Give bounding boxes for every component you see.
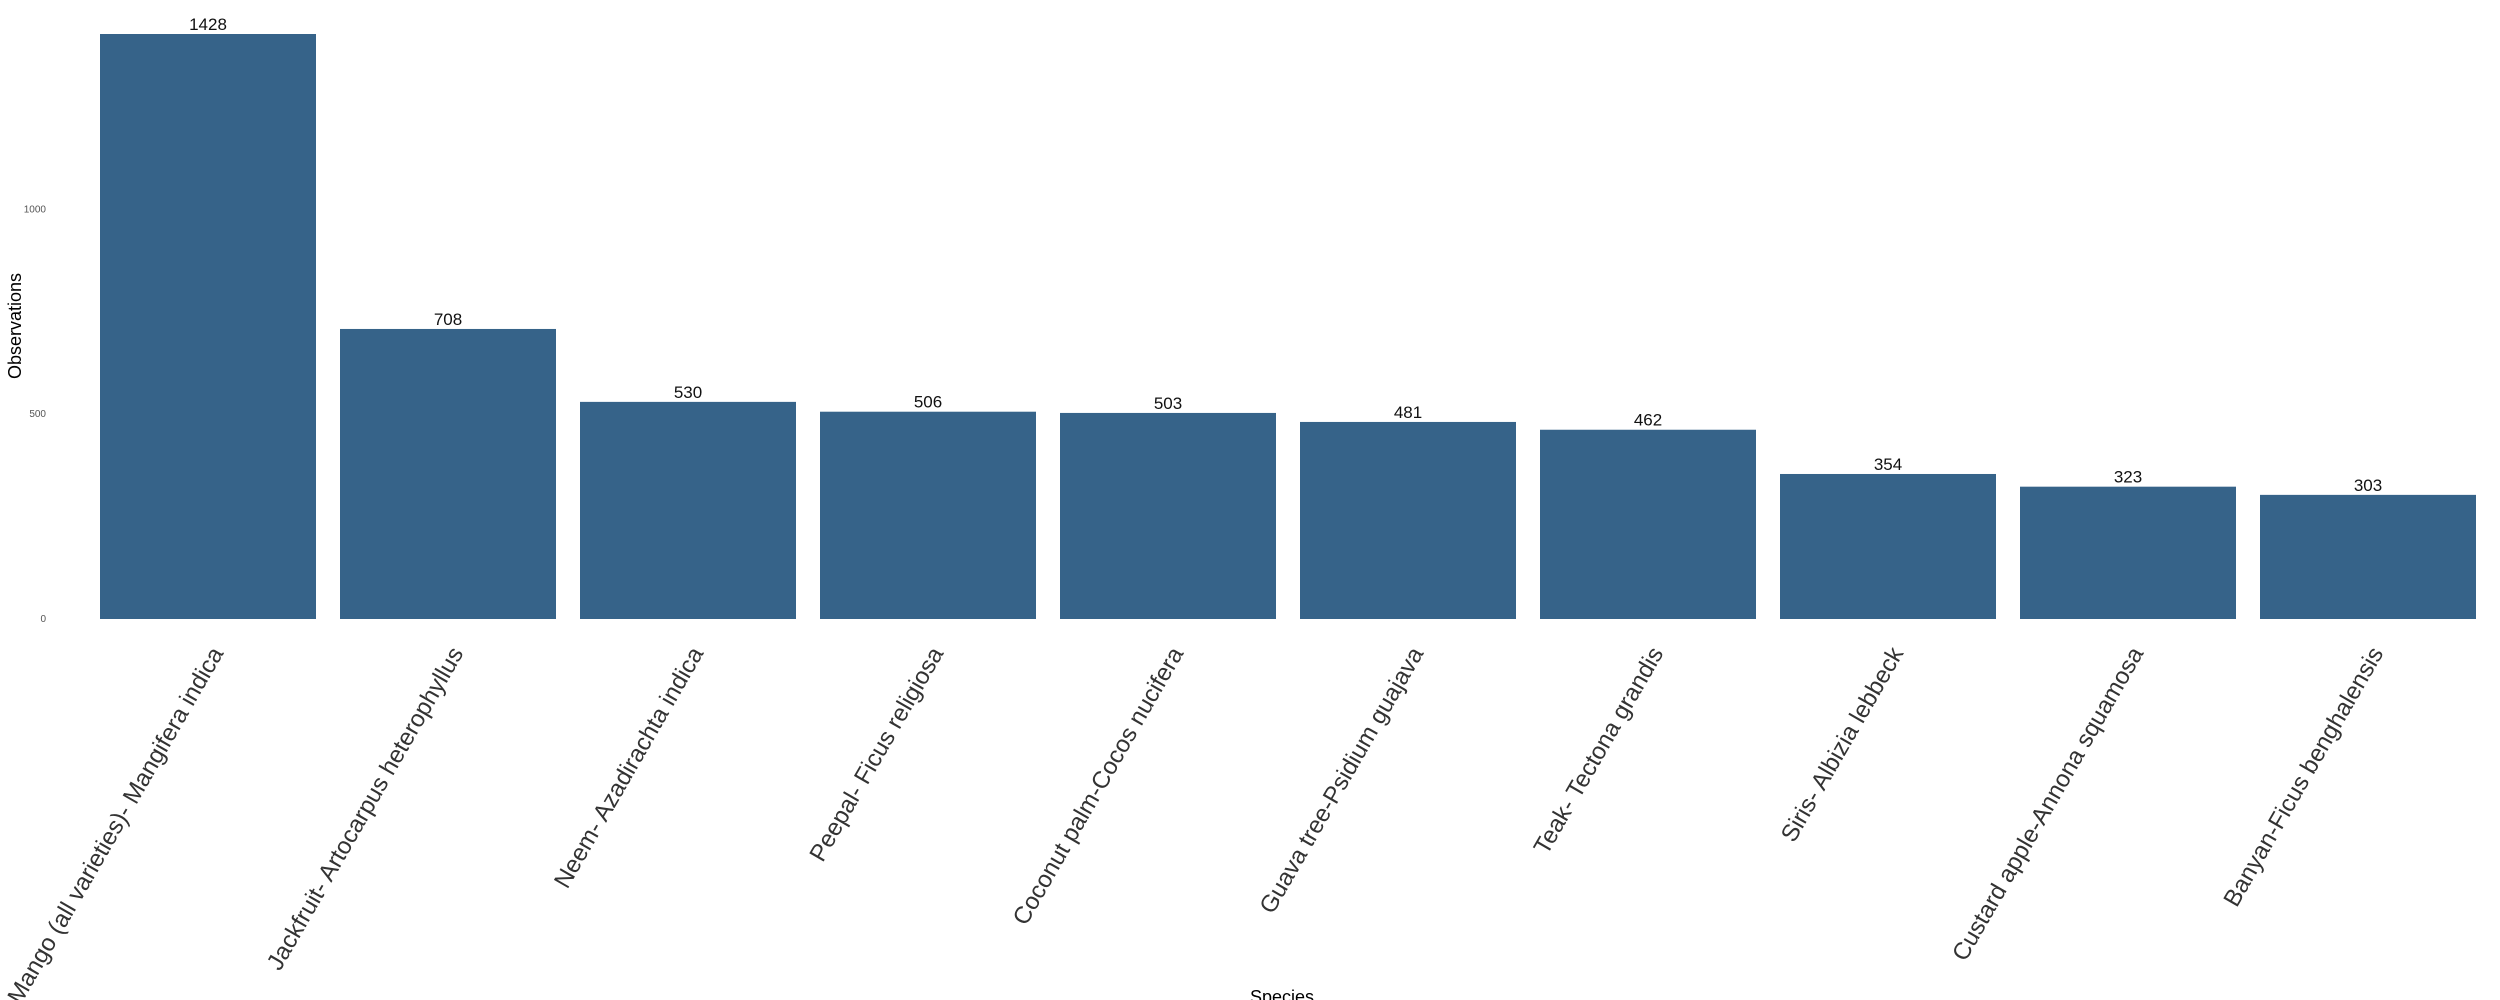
bar-value-label: 708 <box>434 310 462 329</box>
bar-value-label: 303 <box>2354 476 2382 495</box>
y-axis-title: Observations <box>5 273 25 379</box>
y-tick-label: 0 <box>40 614 46 625</box>
bar <box>2020 486 2236 619</box>
x-tick-label: Coconut palm-Cocos nucifera <box>1008 642 1190 930</box>
bar <box>1540 429 1756 619</box>
bar <box>100 34 316 619</box>
x-tick-label: Peepal- Ficus religiosa <box>804 642 949 866</box>
x-tick-label: Siris- Albizia lebbeck <box>1776 642 1910 847</box>
x-tick-label: Custard apple-Annona squamosa <box>1947 642 2149 966</box>
x-tick-label: Banyan-Ficus benghalensis <box>2218 643 2389 912</box>
bar-value-label: 354 <box>1874 455 1902 474</box>
y-tick-label: 500 <box>29 409 46 420</box>
bar-value-label: 503 <box>1154 394 1182 413</box>
bar-value-label: 530 <box>674 383 702 402</box>
bar <box>820 411 1036 619</box>
y-axis-ticks: 0 500 1000 <box>24 204 47 625</box>
bar <box>1060 412 1276 619</box>
bar-value-label: 1428 <box>189 15 227 34</box>
x-tick-label: Teak- Tectona grandis <box>1529 643 1670 859</box>
bar <box>340 328 556 619</box>
bar <box>1780 473 1996 619</box>
x-tick-label: Jackfruit- Artocarpus heterophyllus <box>262 643 469 975</box>
x-axis-title: Species <box>1250 987 1314 1000</box>
bar <box>1300 421 1516 619</box>
bar-value-label: 481 <box>1394 403 1422 422</box>
bar <box>2260 494 2476 619</box>
value-labels: 1428 708 530 506 503 481 462 354 323 303 <box>189 15 2382 495</box>
y-tick-label: 1000 <box>24 204 47 215</box>
bar <box>580 401 796 619</box>
x-axis-ticks: Mango (all varieties)- Mangifera indica J… <box>2 642 2389 1000</box>
x-tick-label: Mango (all varieties)- Mangifera indica <box>2 642 229 1000</box>
bar-value-label: 462 <box>1634 411 1662 430</box>
bar-value-label: 323 <box>2114 468 2142 487</box>
bars <box>100 34 2476 619</box>
bar-value-label: 506 <box>914 393 942 412</box>
x-tick-label: Guava tree-Psidium guajava <box>1254 642 1429 918</box>
x-tick-label: Neem- Azadirachta indica <box>549 642 709 893</box>
